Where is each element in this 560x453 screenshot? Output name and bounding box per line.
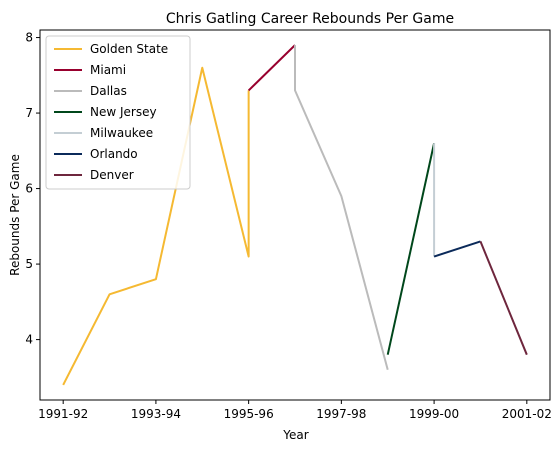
series-line-orlando: [433, 240, 481, 258]
legend: Golden State Miami Dallas New Jersey Milwauk…: [45, 35, 191, 190]
y-tick-label: 6: [25, 182, 33, 196]
y-tick-label: 5: [25, 257, 33, 271]
legend-entry: Dallas: [90, 84, 127, 98]
x-tick-label: 1999-00: [409, 407, 459, 421]
legend-entry: Milwaukee: [90, 126, 153, 140]
y-tick-label: 4: [25, 333, 33, 347]
plot-frame: [39, 29, 551, 401]
x-tick-label: 1993-94: [131, 407, 181, 421]
legend-entry: Denver: [90, 168, 134, 182]
x-tick-label: 1991-92: [38, 407, 88, 421]
chart-title: Chris Gatling Career Rebounds Per Game: [166, 11, 454, 27]
legend-entry: New Jersey: [90, 105, 157, 119]
x-axis: 1991-92 1993-94 1995-96 1997-98 1999-00 2001-…: [38, 400, 552, 421]
series-line-denver: [479, 241, 528, 356]
legend-box: [45, 35, 191, 190]
x-axis-label: Year: [282, 428, 308, 442]
series-line-new-jersey: [386, 143, 436, 355]
legend-entry: Golden State: [90, 42, 168, 56]
y-tick-label: 8: [25, 31, 33, 45]
legend-entry: Miami: [90, 63, 126, 77]
y-axis-label: Rebounds Per Game: [8, 154, 22, 276]
y-tick-label: 7: [25, 106, 33, 120]
series-line-dallas: [294, 45, 389, 371]
y-axis: 4 5 6 7 8: [25, 31, 40, 347]
x-tick-label: 1995-96: [224, 407, 274, 421]
x-tick-label: 2001-02: [502, 407, 552, 421]
legend-entry: Orlando: [90, 147, 138, 161]
series-line-miami: [247, 44, 296, 92]
x-tick-label: 1997-98: [316, 407, 366, 421]
